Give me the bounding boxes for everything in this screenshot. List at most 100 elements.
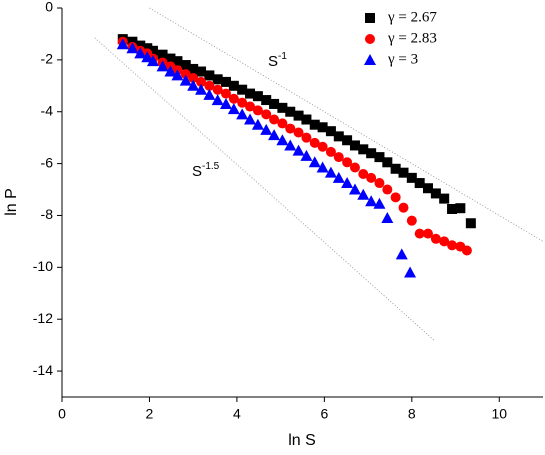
circle-marker [301,132,312,143]
square-marker [358,144,369,155]
x-tick-label: 2 [146,406,154,422]
square-marker [390,163,401,174]
circle-marker [422,228,433,239]
circle-marker [277,118,288,129]
x-tick-label: 4 [233,406,241,422]
square-marker [237,84,248,95]
square-marker [465,218,476,229]
circle-marker [414,228,425,239]
square-marker [285,106,296,117]
circle-marker [325,146,336,157]
x-tick-label: 6 [320,406,328,422]
reference-line [149,7,544,242]
circle-marker [333,152,344,163]
circle-marker [382,184,393,195]
y-tick-label: -12 [33,310,53,326]
square-marker [188,63,199,74]
triangle-marker [203,88,216,100]
triangle-marker [211,94,224,106]
triangle-marker [404,266,417,278]
square-marker [374,152,385,163]
square-marker [414,178,425,189]
circle-marker [237,97,248,108]
reference-base: S [192,163,202,180]
circle-marker [269,114,280,125]
square-marker [212,74,223,85]
circle-marker [349,162,360,173]
square-marker [365,13,375,23]
square-marker [382,157,393,168]
triangle-marker [373,197,386,209]
triangle-marker [365,195,378,207]
reference-exponent: -1 [278,51,287,62]
legend-label: γ = 3 [387,51,418,67]
triangle-marker [348,183,361,195]
x-tick-label: 10 [491,406,507,422]
triangle-marker [116,38,129,50]
circle-marker [406,215,417,226]
square-marker [135,40,146,51]
circle-marker [342,157,353,168]
square-marker [261,95,272,106]
triangle-marker [146,55,159,67]
square-marker [398,167,409,178]
triangle-marker [292,144,305,156]
circle-marker [398,202,409,213]
circle-marker [261,109,272,120]
triangle-marker [164,65,177,77]
square-marker [180,60,191,71]
x-axis-label: ln S [288,432,316,449]
triangle-marker [316,161,329,173]
y-tick-label: -10 [33,258,53,274]
circle-marker [365,34,375,44]
circle-marker [180,69,191,80]
square-marker [252,91,263,102]
y-tick-label: -6 [41,154,54,170]
square-marker [301,114,312,125]
square-marker [204,70,215,81]
square-marker [317,122,328,133]
triangle-marker [324,166,337,178]
circle-marker [366,172,377,183]
triangle-marker [236,108,249,120]
y-tick-label: -14 [33,362,53,378]
triangle-marker [268,129,281,141]
triangle-marker [134,47,147,59]
square-marker [269,98,280,109]
reference-label: S-1.5 [192,161,220,180]
triangle-marker [381,212,394,224]
circle-marker [188,73,199,84]
circle-marker [317,141,328,152]
triangle-marker [251,118,264,130]
triangle-marker [332,171,345,183]
square-marker [333,131,344,142]
circle-marker [430,233,441,244]
circle-marker [439,236,450,247]
circle-marker [228,93,239,104]
square-marker [157,49,168,60]
triangle-marker [187,79,200,91]
circle-marker [293,127,304,138]
triangle-marker [260,123,273,135]
square-marker [342,135,353,146]
square-marker [325,126,336,137]
y-tick-label: 0 [45,0,53,15]
square-marker [245,88,256,99]
circle-marker [220,88,231,99]
square-marker [142,43,153,54]
triangle-marker [276,134,289,146]
square-marker [406,172,417,183]
legend-label: γ = 2.67 [387,9,437,25]
square-marker [165,53,176,64]
square-marker [127,36,138,47]
circle-marker [309,137,320,148]
square-marker [277,102,288,113]
square-marker [220,76,231,87]
triangle-marker [395,248,408,260]
triangle-marker [141,51,154,63]
x-tick-label: 0 [58,406,66,422]
square-marker [309,119,320,130]
triangle-marker [171,69,184,81]
circle-marker [285,123,296,134]
